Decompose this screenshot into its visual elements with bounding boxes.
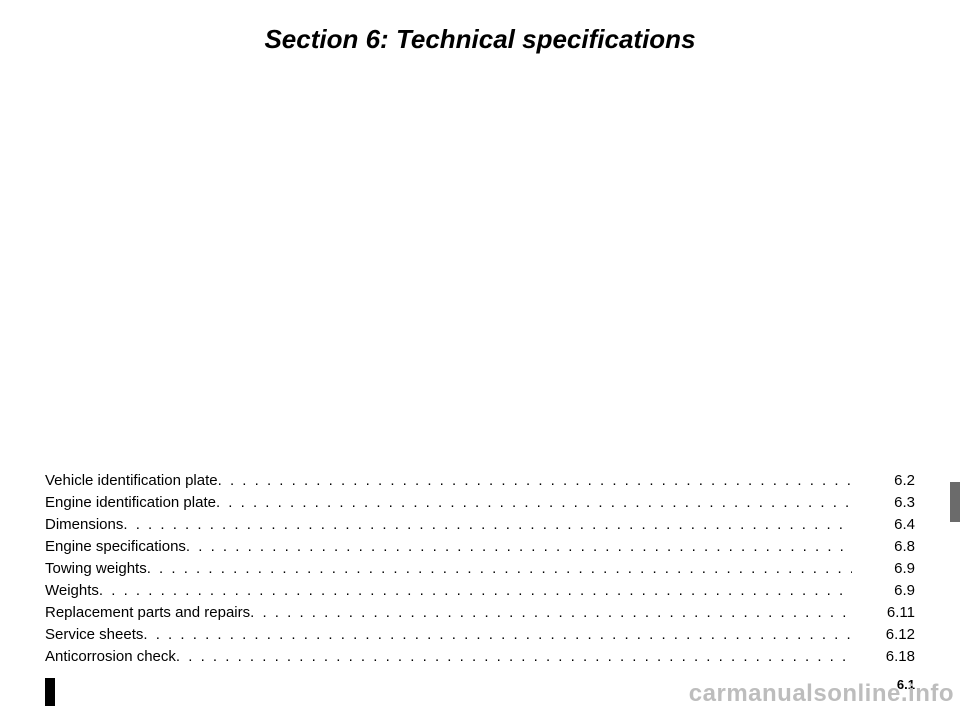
toc-leader-dots (250, 602, 852, 624)
toc-entry: Service sheets 6.12 (45, 624, 915, 646)
toc-label: Engine identification plate (45, 492, 216, 514)
toc-label: Engine specifications (45, 536, 186, 558)
footer-marker-block (45, 678, 55, 706)
toc-entry: Anticorrosion check 6.18 (45, 646, 915, 668)
toc-page-number: 6.18 (852, 646, 915, 668)
toc-entry: Dimensions 6.4 (45, 514, 915, 536)
table-of-contents: Vehicle identification plate 6.2 Engine … (45, 470, 915, 668)
section-title: Section 6: Technical specifications (45, 24, 915, 55)
document-page: Section 6: Technical specifications Vehi… (0, 0, 960, 710)
toc-label: Vehicle identification plate (45, 470, 218, 492)
toc-page-number: 6.9 (852, 558, 915, 580)
toc-leader-dots (147, 558, 852, 580)
toc-label: Anticorrosion check (45, 646, 176, 668)
toc-leader-dots (123, 514, 852, 536)
toc-page-number: 6.2 (852, 470, 915, 492)
toc-page-number: 6.11 (852, 602, 915, 624)
toc-entry: Vehicle identification plate 6.2 (45, 470, 915, 492)
toc-leader-dots (216, 492, 852, 514)
toc-leader-dots (143, 624, 852, 646)
section-tab-marker (950, 482, 960, 522)
toc-page-number: 6.9 (852, 580, 915, 602)
toc-leader-dots (99, 580, 852, 602)
toc-label: Weights (45, 580, 99, 602)
toc-page-number: 6.3 (852, 492, 915, 514)
toc-label: Dimensions (45, 514, 123, 536)
toc-leader-dots (186, 536, 852, 558)
toc-entry: Weights 6.9 (45, 580, 915, 602)
page-number: 6.1 (897, 677, 915, 692)
toc-label: Service sheets (45, 624, 143, 646)
toc-entry: Towing weights 6.9 (45, 558, 915, 580)
toc-page-number: 6.12 (852, 624, 915, 646)
toc-entry: Engine specifications 6.8 (45, 536, 915, 558)
toc-label: Towing weights (45, 558, 147, 580)
toc-entry: Engine identification plate 6.3 (45, 492, 915, 514)
toc-page-number: 6.8 (852, 536, 915, 558)
toc-leader-dots (218, 470, 852, 492)
toc-page-number: 6.4 (852, 514, 915, 536)
toc-entry: Replacement parts and repairs 6.11 (45, 602, 915, 624)
toc-label: Replacement parts and repairs (45, 602, 250, 624)
toc-leader-dots (176, 646, 852, 668)
